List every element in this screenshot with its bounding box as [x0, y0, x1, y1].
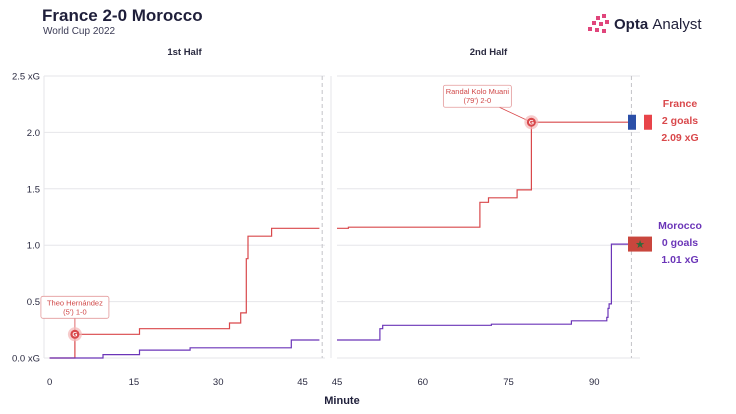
- morocco-flag-star: ★: [635, 238, 645, 251]
- end-label-goals: 2 goals: [662, 115, 698, 127]
- goal-annotation-scorer: Theo Hernández: [47, 298, 103, 307]
- goal-marker-label: G: [72, 332, 77, 339]
- x-tick-label: 30: [213, 377, 224, 388]
- x-tick-label: 60: [417, 377, 428, 388]
- y-tick-label: 2.0: [27, 128, 40, 139]
- logo-text-light: Analyst: [652, 15, 702, 33]
- x-tick-label: 45: [297, 377, 308, 388]
- series-line-morocco: [337, 243, 632, 341]
- goal-marker: [526, 117, 536, 127]
- france-flag-red: [644, 114, 652, 130]
- x-axis-label: Minute: [324, 395, 359, 407]
- goal-annotation-box: [40, 295, 110, 319]
- logo-text-bold: Opta: [614, 15, 649, 33]
- end-label-team: France: [663, 98, 698, 110]
- y-tick-label: 0.0 xG: [12, 354, 40, 365]
- series-line-france: [337, 121, 632, 229]
- y-tick-label: 2.5 xG: [12, 72, 40, 83]
- end-label-xg: 2.09 xG: [661, 132, 698, 144]
- goal-marker-label: G: [529, 120, 534, 127]
- goal-annotation-score: (79') 2-0: [464, 96, 492, 105]
- france-flag-white: [636, 114, 644, 130]
- x-tick-label: 90: [589, 377, 600, 388]
- end-label-team: Morocco: [658, 220, 702, 232]
- x-tick-label: 0: [47, 377, 52, 388]
- end-label-xg: 1.01 xG: [661, 254, 698, 266]
- y-tick-label: 1.0: [27, 241, 40, 252]
- logo-text: Opta Analyst: [614, 16, 702, 33]
- y-tick-label: 1.5: [27, 184, 40, 195]
- chart-title: France 2-0 Morocco: [42, 6, 203, 25]
- series-line-morocco: [49, 339, 320, 359]
- goal-annotation-box: [442, 84, 512, 108]
- x-tick-label: 45: [332, 377, 343, 388]
- panel-title: 2nd Half: [470, 47, 508, 58]
- chart-subtitle: World Cup 2022: [43, 26, 116, 37]
- goal-annotation-scorer: Randal Kolo Muani: [446, 87, 510, 96]
- france-flag-blue: [628, 114, 636, 130]
- x-tick-label: 15: [129, 377, 140, 388]
- panel-title: 1st Half: [167, 47, 202, 58]
- series-line-france: [49, 227, 320, 359]
- goal-marker: [70, 329, 80, 339]
- opta-logo-icon: [588, 14, 609, 33]
- y-tick-label: 0.5: [27, 297, 40, 308]
- morocco-flag: [628, 236, 652, 252]
- end-label-goals: 0 goals: [662, 237, 698, 249]
- opta-analyst-logo: Opta Analyst: [588, 14, 702, 34]
- goal-annotation-score: (5') 1-0: [63, 307, 87, 316]
- x-tick-label: 75: [503, 377, 514, 388]
